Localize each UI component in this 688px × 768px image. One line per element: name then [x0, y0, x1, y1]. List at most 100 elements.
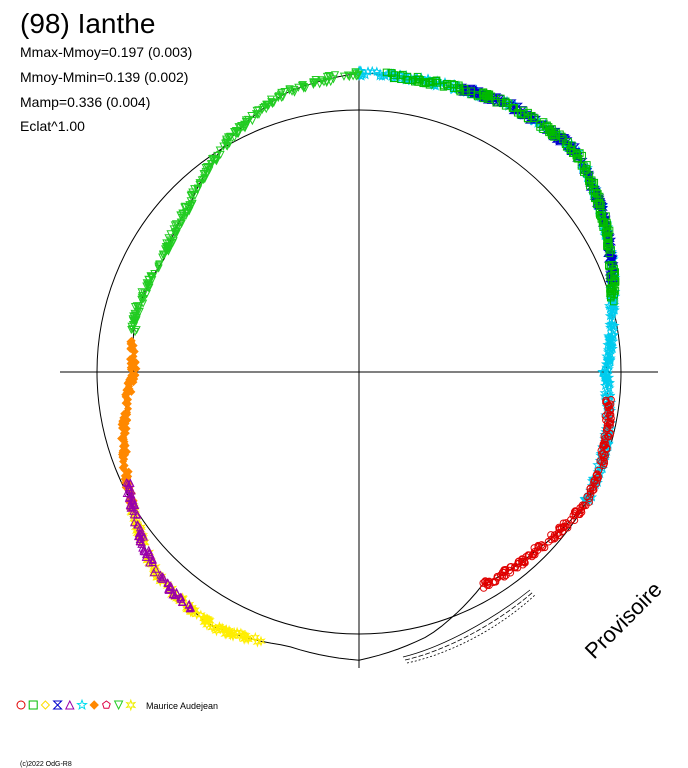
data-point	[135, 537, 145, 546]
data-point	[610, 270, 618, 279]
legend-symbol-pentagon	[102, 700, 111, 709]
data-point	[570, 516, 579, 525]
data-point	[455, 83, 463, 92]
data-point	[569, 511, 578, 520]
data-point	[600, 459, 609, 468]
data-point	[382, 68, 391, 77]
data-point	[600, 457, 608, 465]
data-point	[126, 344, 135, 353]
data-point	[597, 212, 605, 221]
data-point	[168, 239, 177, 248]
data-point	[141, 552, 150, 561]
data-point	[211, 625, 222, 637]
data-point	[492, 98, 501, 107]
data-point	[604, 361, 615, 371]
data-point	[200, 616, 211, 628]
data-point	[215, 146, 224, 155]
data-point	[605, 402, 613, 411]
data-point	[583, 492, 591, 501]
data-point	[185, 207, 194, 216]
data-point	[315, 80, 324, 89]
data-point	[605, 348, 616, 359]
data-point	[274, 93, 283, 103]
data-point	[223, 133, 233, 142]
data-point	[506, 568, 515, 577]
data-point	[402, 75, 411, 84]
data-point	[599, 223, 607, 231]
data-point	[142, 290, 151, 299]
data-point	[278, 93, 287, 102]
data-point	[309, 78, 318, 87]
data-point	[576, 149, 584, 157]
data-point	[592, 479, 601, 488]
data-point	[190, 191, 200, 201]
data-point	[127, 371, 136, 380]
data-point	[172, 230, 181, 239]
data-point	[252, 636, 263, 648]
data-point	[562, 143, 571, 151]
legend-symbol-triangle-up	[64, 699, 75, 710]
data-point	[124, 482, 133, 492]
data-point	[119, 433, 128, 442]
data-point	[177, 213, 186, 223]
data-point	[216, 150, 225, 160]
data-point	[248, 117, 257, 126]
data-point	[502, 99, 511, 107]
data-point	[170, 590, 179, 600]
data-point	[134, 304, 143, 313]
data-point	[462, 87, 471, 96]
data-point	[603, 388, 614, 399]
data-point	[144, 279, 153, 289]
data-point	[148, 555, 157, 564]
data-point	[122, 488, 131, 497]
data-point	[201, 167, 210, 177]
data-point	[354, 70, 363, 79]
data-point	[550, 531, 559, 539]
data-point	[604, 319, 615, 330]
stat-line-1: Mmax-Mmoy=0.197 (0.003)	[20, 44, 192, 60]
data-point	[128, 498, 137, 507]
data-point	[605, 432, 613, 441]
data-point	[137, 530, 147, 539]
data-point	[515, 559, 523, 568]
data-point	[606, 406, 615, 415]
data-point	[603, 377, 614, 388]
data-point	[496, 94, 505, 103]
data-point	[502, 571, 510, 579]
data-point	[485, 577, 493, 586]
data-point	[448, 80, 456, 88]
data-point	[362, 66, 374, 76]
data-point	[131, 311, 140, 320]
data-point	[148, 557, 157, 566]
data-point	[234, 630, 245, 642]
data-point	[609, 297, 618, 306]
data-point	[490, 577, 499, 586]
data-point	[120, 465, 129, 474]
data-point	[154, 264, 163, 273]
author-label: Maurice Audejean	[146, 701, 218, 711]
stat-line-3: Mamp=0.336 (0.004)	[20, 94, 150, 110]
data-point	[586, 181, 594, 190]
data-point	[158, 253, 167, 262]
data-point	[134, 528, 143, 538]
data-point	[170, 221, 179, 230]
data-point	[166, 230, 175, 239]
data-point	[164, 584, 173, 593]
data-point	[157, 574, 167, 583]
data-point	[225, 629, 236, 641]
data-point	[566, 147, 576, 155]
data-point	[241, 116, 251, 125]
data-point	[608, 329, 619, 340]
data-point	[546, 127, 555, 135]
data-point	[450, 80, 459, 89]
data-point	[487, 92, 496, 101]
data-point	[242, 632, 253, 644]
data-point	[133, 520, 142, 529]
data-point	[606, 273, 614, 281]
data-point	[604, 382, 615, 393]
chart-title: (98) Ianthe	[20, 8, 155, 39]
data-point	[597, 366, 608, 377]
data-point	[577, 506, 585, 514]
axes	[60, 75, 658, 668]
